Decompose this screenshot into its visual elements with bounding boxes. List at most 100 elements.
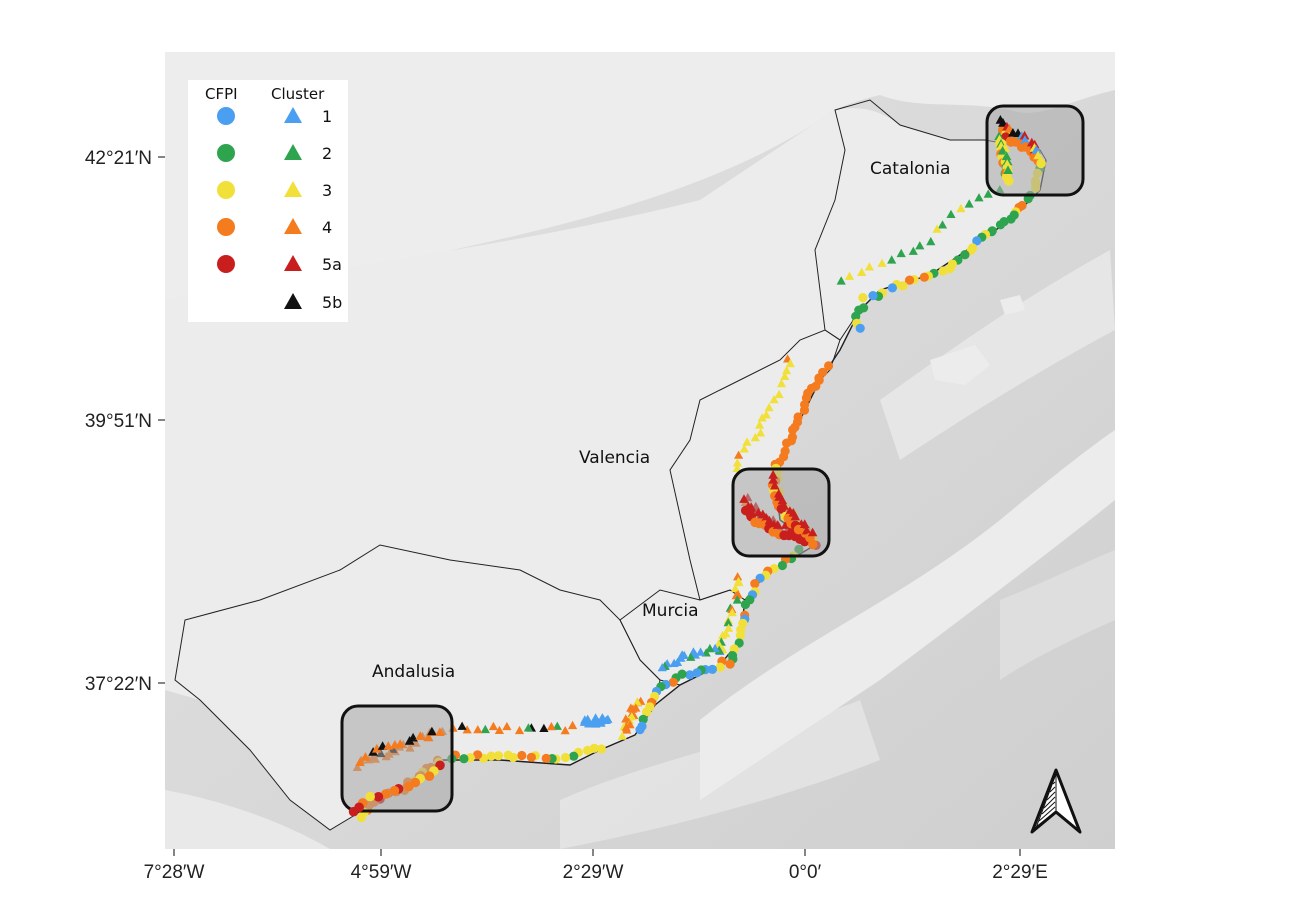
cluster-point <box>696 647 706 656</box>
y-tick-label: 42°21′N <box>85 148 152 169</box>
cfpi-point <box>750 579 760 589</box>
legend-cluster-label: 1 <box>322 107 332 126</box>
cluster-point <box>1033 150 1043 160</box>
cluster-point <box>621 714 631 723</box>
cfpi-point <box>740 599 751 610</box>
x-tick-label: 4°59′W <box>351 862 412 883</box>
cluster-point <box>669 658 679 667</box>
cluster-point <box>734 577 744 587</box>
cfpi-point <box>777 560 788 571</box>
cfpi-point <box>404 781 414 792</box>
cluster-point <box>427 726 437 736</box>
cluster-point <box>723 617 733 627</box>
cluster-point <box>896 248 906 258</box>
y-tick-label: 39°51′N <box>85 411 152 432</box>
cluster-point <box>480 724 490 734</box>
cfpi-point <box>541 753 551 764</box>
cluster-point <box>732 595 742 604</box>
cluster-point <box>1020 135 1030 144</box>
highlight-box-andalusia <box>340 704 454 813</box>
cfpi-point <box>503 750 513 760</box>
cluster-point <box>423 732 434 742</box>
cluster-point <box>932 224 942 233</box>
legend-cluster-label: 5a <box>322 255 342 274</box>
cluster-point <box>755 420 765 429</box>
cluster-point <box>844 271 855 280</box>
cluster-point <box>372 743 382 753</box>
cluster-point <box>739 494 749 503</box>
cluster-point <box>733 572 743 581</box>
cfpi-point <box>596 744 607 754</box>
cluster-point <box>772 520 783 529</box>
cfpi-point <box>638 714 648 725</box>
cfpi-point <box>635 725 645 735</box>
cluster-point <box>997 146 1008 155</box>
cfpi-point <box>365 791 376 802</box>
x-tick-label: 7°28′W <box>144 862 205 883</box>
cluster-point <box>462 725 472 734</box>
cluster-point <box>626 703 636 712</box>
cluster-point <box>457 721 467 730</box>
cfpi-point <box>526 752 537 762</box>
region-label-andalusia: Andalusia <box>372 662 455 682</box>
cfpi-point <box>707 664 718 675</box>
cluster-point <box>360 752 371 761</box>
cfpi-point <box>1006 214 1016 224</box>
cluster-point <box>523 723 533 732</box>
cluster-point <box>732 463 742 472</box>
cfpi-point <box>517 750 527 761</box>
cluster-point <box>568 720 578 730</box>
cfpi-point <box>715 662 725 672</box>
cluster-point <box>780 371 790 380</box>
cluster-point <box>742 437 752 446</box>
cluster-point <box>750 432 760 442</box>
cluster-point <box>757 413 767 422</box>
legend-cluster-swatch <box>284 107 302 123</box>
cfpi-point <box>692 668 702 678</box>
cluster-point <box>415 731 425 740</box>
cfpi-point <box>995 220 1006 230</box>
cluster-point <box>756 428 766 437</box>
cluster-point <box>435 727 445 736</box>
legend-cluster-label: 5b <box>322 293 342 312</box>
cluster-point <box>782 365 792 375</box>
legend-cluster-label: 2 <box>322 144 332 163</box>
cluster-point <box>724 623 734 632</box>
legend-cluster-swatch <box>284 293 302 309</box>
cluster-point <box>974 193 984 202</box>
cfpi-point <box>868 291 878 301</box>
cfpi-point <box>858 293 868 303</box>
cluster-point <box>915 241 925 250</box>
cfpi-point <box>945 264 955 274</box>
cluster-point <box>937 220 948 229</box>
cfpi-point <box>380 789 391 799</box>
cluster-point <box>774 389 784 399</box>
cfpi-point <box>583 745 593 756</box>
cfpi-point <box>808 539 818 550</box>
cfpi-point <box>348 806 359 817</box>
legend-cluster-title: Cluster <box>271 85 325 103</box>
cluster-point <box>801 525 812 535</box>
cluster-point <box>395 739 405 748</box>
cluster-point <box>998 118 1008 127</box>
cfpi-point <box>435 760 445 771</box>
cluster-point <box>864 262 874 271</box>
legend-cfpi-swatch <box>217 181 235 199</box>
cluster-point <box>718 630 728 640</box>
cluster-point <box>1001 151 1012 161</box>
x-tick-label: 0°0′ <box>789 862 822 883</box>
north-arrow-icon <box>1030 768 1082 834</box>
cluster-point <box>956 203 966 213</box>
cluster-point <box>769 395 779 404</box>
legend-cluster-label: 4 <box>322 218 332 237</box>
cluster-point <box>964 199 974 208</box>
cluster-point <box>632 697 642 706</box>
region-label-murcia: Murcia <box>642 601 699 621</box>
y-tick-label: 37°22′N <box>85 674 152 695</box>
cluster-point <box>355 757 365 766</box>
cluster-point <box>877 258 887 267</box>
cfpi-point <box>851 311 861 321</box>
cluster-point <box>488 721 498 731</box>
cfpi-point <box>1036 158 1046 169</box>
